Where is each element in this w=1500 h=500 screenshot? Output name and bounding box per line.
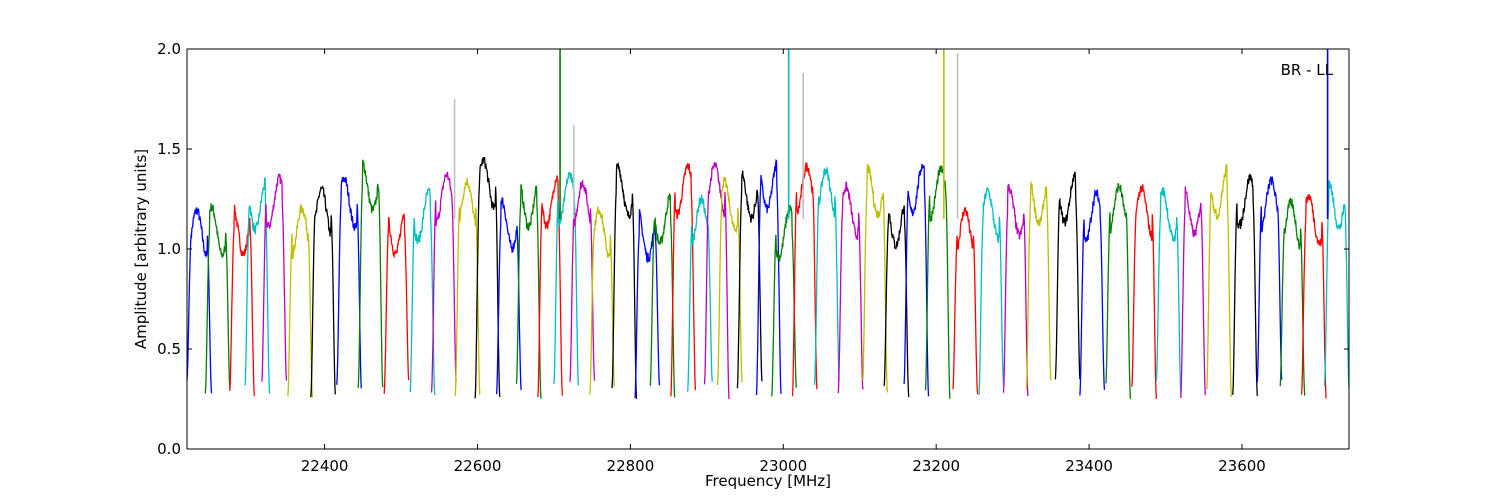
spectrum-segment (430, 171, 457, 393)
spectrum-segment (703, 162, 730, 400)
spectrum-segment (755, 158, 782, 396)
spectrum-segment (1279, 197, 1306, 396)
x-axis-label: Frequency [MHz] (705, 472, 831, 490)
spike-layer (453, 49, 1329, 219)
x-tick-label: 22600 (454, 457, 502, 475)
spectrum-segment (454, 178, 481, 396)
spectrum-segment (186, 207, 213, 394)
spectrum-segment (716, 176, 743, 386)
y-tick-label: 0.5 (157, 340, 181, 358)
spectrum-segment (791, 162, 818, 397)
spectrum-segment (670, 162, 697, 397)
spectrum-segment (1206, 163, 1232, 397)
spectrum-segment (287, 204, 314, 398)
spectrum-segment (261, 173, 288, 382)
spectrum-segment (229, 204, 255, 396)
spectrum-segment (1323, 180, 1350, 389)
spectrum-segment (1131, 184, 1158, 399)
spectrum-segment (736, 170, 763, 389)
spectrum-segment (1079, 188, 1106, 396)
spectrum-segment (924, 165, 951, 399)
spectrum-segment (978, 187, 1005, 396)
spectrum-segment (1105, 182, 1132, 399)
spectrum-segment (1180, 186, 1206, 399)
spectrum-segment (634, 209, 661, 399)
y-tick-label: 1.0 (157, 240, 181, 258)
series-layer (186, 157, 1350, 400)
spectrum-segment (649, 193, 676, 398)
spectrum-segment (771, 204, 797, 397)
spectrum-segment (903, 163, 930, 397)
spectrum-segment (204, 203, 231, 394)
x-tick-label: 23400 (1065, 457, 1113, 475)
x-tick-label: 23200 (912, 457, 960, 475)
baseline-annotation: BR - LL (1281, 61, 1334, 79)
spectrum-segment (1232, 173, 1258, 396)
spectrum-segment (813, 167, 840, 385)
spectrum-segment (862, 164, 888, 393)
spectrum-segment (1155, 186, 1182, 394)
spectrum-segment (589, 206, 615, 395)
spectrum-segment (310, 184, 336, 398)
spectrum-segment (1002, 183, 1029, 397)
y-axis-label: Amplitude [arbitrary units] (132, 149, 150, 349)
spectrum-segment (952, 206, 979, 395)
spectrum-segment (837, 181, 864, 394)
y-tick-label: 0.0 (157, 440, 181, 458)
y-tick-label: 1.5 (157, 140, 181, 158)
spectrum-segment (409, 188, 436, 396)
spectrum-segment (1025, 181, 1052, 390)
spectrum-segment (495, 196, 522, 395)
x-tick-label: 22400 (301, 457, 349, 475)
spectrum-segment (611, 161, 638, 399)
x-tick-label: 23600 (1218, 457, 1266, 475)
spectrum-segment (383, 213, 410, 394)
tick-layer: 22400 22600 22800 23000 23200 23400 23600 0.0 0.… (157, 40, 1349, 475)
spectrum-segment (1300, 193, 1327, 399)
spectrum-segment (1054, 171, 1081, 380)
spectrum-segment (1256, 176, 1283, 383)
x-tick-label: 22800 (607, 457, 655, 475)
x-tick-label: 23000 (759, 457, 807, 475)
spectrum-segment (474, 157, 501, 399)
spectrum-segment (883, 205, 910, 398)
spectrum-segment (357, 159, 384, 389)
spectrum-segment (336, 176, 362, 389)
y-tick-label: 2.0 (157, 40, 181, 58)
spectrum-segment (515, 184, 542, 399)
